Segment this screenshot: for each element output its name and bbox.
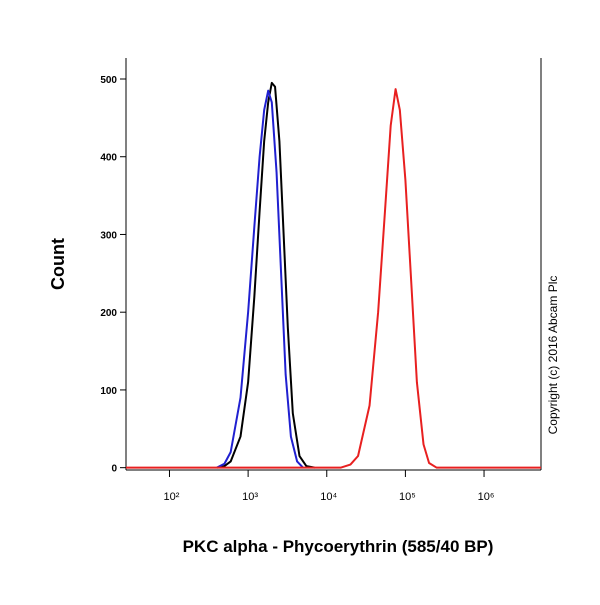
histogram-line bbox=[216, 81, 315, 469]
copyright: Copyright (c) 2016 Abcam Plc bbox=[546, 276, 560, 435]
y-axis-label: Count bbox=[48, 238, 68, 290]
x-tick-label: 10² bbox=[164, 491, 180, 503]
x-tick-label: 10⁵ bbox=[399, 491, 416, 503]
y-tick-label: 300 bbox=[100, 230, 117, 241]
y-tick-label: 200 bbox=[100, 308, 117, 319]
histogram-line bbox=[216, 89, 304, 469]
y-tick-label: 400 bbox=[100, 153, 117, 164]
x-axis-label: PKC alpha - Phycoerythrin (585/40 BP) bbox=[183, 537, 494, 556]
y-tick-label: 0 bbox=[111, 464, 117, 475]
y-tick-label: 500 bbox=[100, 75, 117, 86]
y-tick-label: 100 bbox=[100, 386, 117, 397]
histogram-line bbox=[126, 88, 541, 469]
x-tick-label: 10⁴ bbox=[320, 491, 337, 503]
x-tick-label: 10³ bbox=[242, 491, 258, 503]
x-tick-label: 10⁶ bbox=[478, 491, 495, 503]
